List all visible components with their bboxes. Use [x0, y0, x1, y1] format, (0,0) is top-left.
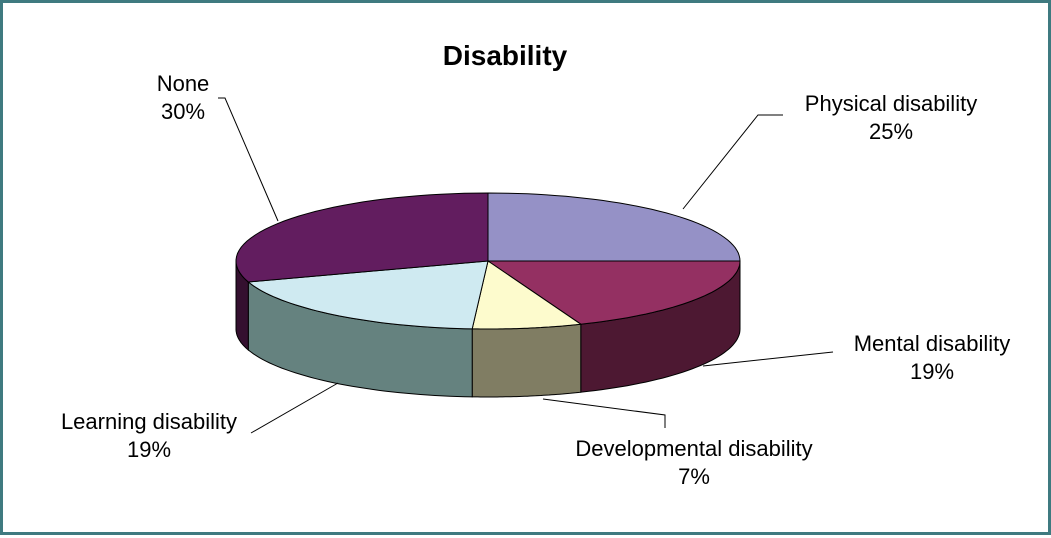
slice-none [235, 192, 489, 283]
pie-chart: Disability Physical disability 25% Mental … [61, 40, 1011, 489]
leader-line-mental-disability [702, 351, 834, 367]
slice-value-learning-disability: 19% [127, 437, 171, 462]
slice-label-physical-disability: Physical disability [805, 91, 977, 116]
chart-title: Disability [443, 40, 568, 71]
slice-label-learning-disability: Learning disability [61, 409, 237, 434]
slice-label-none: None [157, 71, 210, 96]
slice-label-mental-disability: Mental disability [854, 331, 1011, 356]
slice-value-mental-disability: 19% [910, 359, 954, 384]
leader-line-none [218, 97, 279, 222]
slice-value-developmental-disability: 7% [678, 464, 710, 489]
slice-value-none: 30% [161, 99, 205, 124]
slice-developmental-disability [471, 260, 583, 330]
slice-label-developmental-disability: Developmental disability [575, 436, 812, 461]
slice-physical-disability [487, 192, 741, 262]
slice-mental-disability [486, 260, 741, 325]
leader-line-physical-disability [682, 114, 783, 210]
slice-value-physical-disability: 25% [869, 119, 913, 144]
slice-learning-disability [246, 260, 489, 330]
leader-line-learning-disability [250, 382, 339, 434]
slice-side-developmental-disability [471, 323, 582, 398]
leader-line-developmental-disability [542, 398, 666, 428]
